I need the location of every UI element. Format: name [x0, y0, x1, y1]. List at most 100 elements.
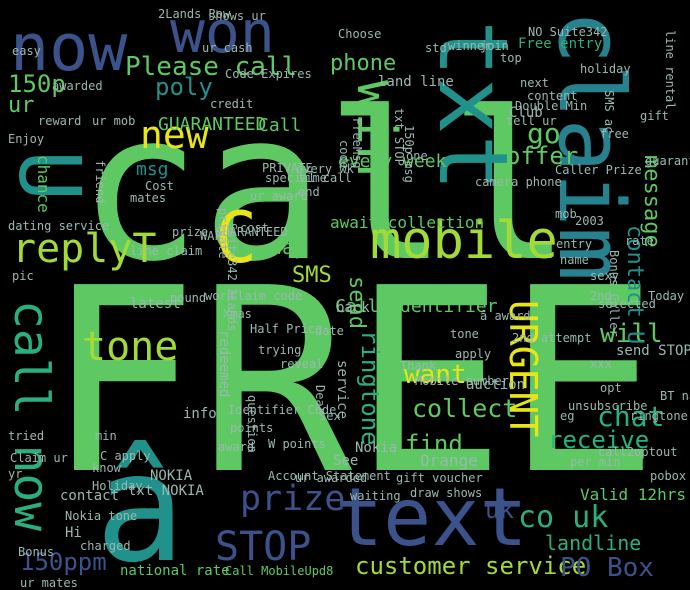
word-won: won: [170, 0, 275, 66]
word-urgent: URGENT: [501, 300, 545, 437]
word-trying: trying: [258, 343, 301, 357]
word-xxx: xxx: [590, 357, 612, 371]
word-now: now: [10, 11, 128, 86]
word-winner: winner: [448, 39, 491, 53]
word-draw-shows: draw shows: [410, 486, 482, 500]
word-yr: yr: [8, 467, 22, 481]
word-free: FREE: [45, 234, 659, 531]
word-line-rental: line rental: [663, 30, 677, 109]
word-line-claim: line claim: [130, 244, 202, 258]
word-time: time: [298, 171, 327, 185]
word-sms: SMS: [292, 263, 332, 288]
word-cost: cost: [240, 221, 269, 235]
word-win: win: [345, 80, 408, 178]
word-contact-u: contact U: [622, 225, 647, 344]
word-private: PRIVATE: [262, 161, 313, 175]
word-wap: WAP: [200, 229, 222, 243]
word-uk: uk: [485, 496, 514, 524]
word-shows-ur: shows ur: [208, 9, 266, 23]
word-charged: charged: [80, 539, 131, 553]
word-mobile-number: Mobile number: [415, 374, 509, 388]
word-every-week: every week: [338, 151, 447, 172]
word-one: one: [406, 149, 428, 163]
word-chat: chat: [597, 400, 664, 433]
word-thank: Thank: [400, 359, 437, 373]
word-freemsg: FreeMsg: [350, 118, 364, 169]
word-customer-service: customer service: [355, 552, 586, 580]
word-collect: collect: [412, 394, 517, 423]
word-xmas: Xmas: [223, 307, 252, 321]
word-join: join: [480, 39, 509, 53]
word-nokia: Nokia: [355, 440, 397, 456]
word-pobox: pobox: [650, 469, 686, 483]
word-content: content: [527, 89, 578, 103]
word-friend: friend: [93, 160, 107, 203]
word-tried: tried: [8, 429, 44, 443]
word-poly: poly: [155, 73, 213, 101]
word-suite342-2lands: Suite342 2Lands: [225, 223, 239, 331]
word-rate: rate: [625, 234, 654, 248]
word-award: â award: [480, 309, 531, 323]
word-name: name: [560, 253, 589, 267]
word-ringtone: ringtone: [630, 409, 688, 423]
word-ur-awarded: ur awarded: [295, 471, 367, 485]
word-bonus: Bonus: [18, 545, 54, 559]
word-await-collection: await collection: [330, 213, 484, 232]
word-txt: txt: [417, 20, 527, 192]
word-call2optout: call2optout: [598, 445, 677, 459]
word-tone: tone: [82, 324, 178, 370]
word-redeemed: redeemed: [216, 330, 232, 397]
word-ur-award: ur award: [250, 189, 308, 203]
word-prize: prize: [240, 479, 345, 519]
word-pound: pound: [170, 291, 206, 305]
word-credit: credit: [210, 97, 253, 111]
word-valid-12hrs: Valid 12hrs: [580, 485, 686, 504]
word-2nd-attempt: 2nd attempt: [512, 331, 591, 345]
word-free-entry: Free entry: [518, 36, 602, 52]
word-opt: opt: [600, 381, 622, 395]
word-double-min: Double Min: [515, 99, 587, 113]
word-awarded: awarded: [52, 79, 103, 93]
word-account-statement: Account Statement: [268, 469, 391, 483]
word-award: award: [218, 440, 254, 454]
word-send: send: [344, 276, 369, 329]
word-2003: 2003: [575, 214, 604, 228]
word-gift-voucher: gift voucher: [396, 471, 483, 485]
word-stop: STOP: [215, 524, 311, 570]
word-next: next: [520, 76, 549, 90]
word-send-stop: send STOP: [616, 343, 690, 359]
word-claim-ur: Claim ur: [10, 451, 68, 465]
word-call: call: [78, 69, 572, 307]
word-per-min: per min: [570, 455, 621, 469]
word-sex: sex: [319, 409, 341, 423]
word-150p: 150p: [8, 70, 66, 98]
word-call-now: call now: [3, 300, 59, 531]
word-free: free: [600, 127, 629, 141]
word-end: end: [298, 185, 320, 199]
word-landline: landline: [545, 531, 641, 555]
word-txt-stop: txt STOP: [392, 108, 406, 166]
word-private: private: [216, 208, 230, 259]
word-know: know: [92, 461, 122, 475]
word-claim: claim: [538, 10, 643, 281]
word-ur-mates: ur mates: [20, 576, 78, 590]
word-please-call: Please call: [125, 52, 297, 82]
word-will: will: [600, 319, 663, 349]
word-msg: msg: [136, 159, 169, 180]
word-replyt: replyT: [12, 226, 157, 272]
word-guaranteed: GUARANTEED: [158, 114, 266, 135]
word-150ppm: 150ppm: [20, 548, 107, 576]
word-info: info: [183, 406, 217, 422]
word-chance: chance: [34, 155, 53, 213]
word-u: U: [0, 150, 98, 201]
word-service: service: [334, 360, 350, 419]
word-every-wk: every wk: [296, 162, 355, 176]
word-waiting: waiting: [350, 489, 401, 503]
word-choose: Choose: [338, 27, 381, 41]
word-: â: [95, 422, 185, 590]
word-day: day: [270, 235, 306, 259]
word-unsubscribe: unsubscribe: [568, 399, 647, 413]
word-c-apply: C apply: [100, 449, 151, 463]
word-call: Call: [258, 115, 301, 136]
